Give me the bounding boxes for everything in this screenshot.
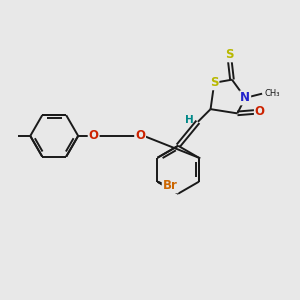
Text: S: S (210, 76, 218, 89)
Text: Br: Br (163, 179, 178, 192)
Text: CH₃: CH₃ (265, 88, 280, 98)
Text: N: N (240, 92, 250, 104)
Text: S: S (226, 48, 234, 62)
Text: O: O (89, 129, 99, 142)
Text: O: O (255, 106, 265, 118)
Text: O: O (135, 129, 145, 142)
Text: H: H (184, 115, 193, 124)
